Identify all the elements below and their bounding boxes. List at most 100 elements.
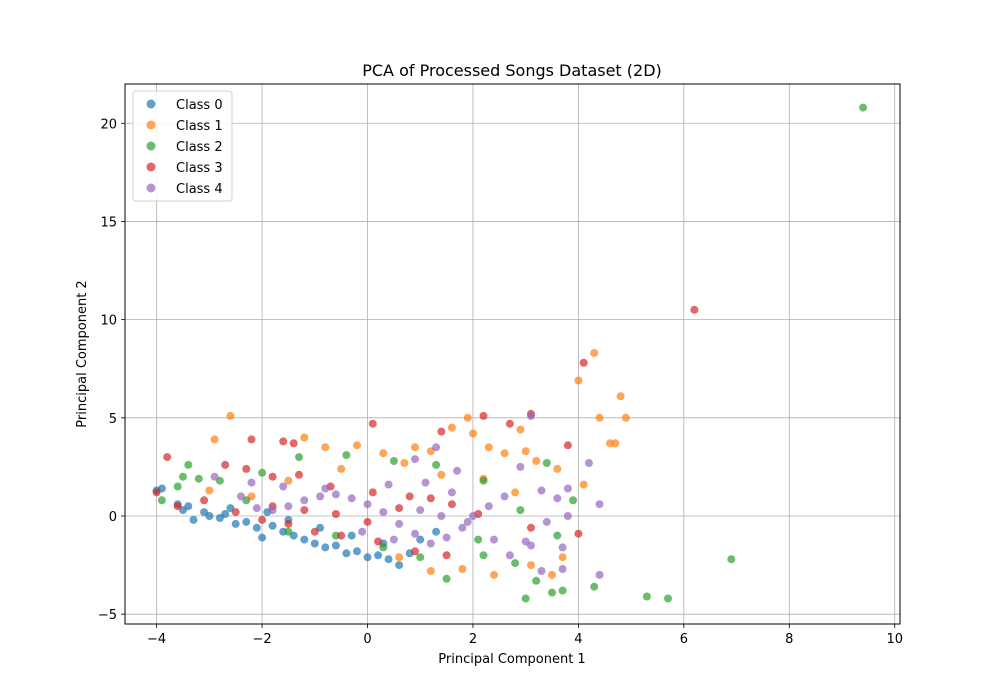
data-point [447, 423, 456, 432]
data-point [321, 543, 330, 552]
data-point [411, 529, 419, 538]
data-point [532, 457, 541, 465]
y-tick-label: −5 [98, 608, 117, 623]
x-tick-label: 0 [363, 632, 371, 647]
data-point [521, 447, 530, 456]
data-point [447, 500, 456, 509]
data-point [321, 443, 330, 452]
data-point [690, 305, 699, 314]
data-point [558, 543, 567, 552]
data-point [453, 466, 462, 475]
data-point [379, 449, 388, 458]
series-class-3 [152, 305, 699, 560]
data-point [379, 543, 388, 552]
legend-marker [146, 183, 156, 193]
legend-label: Class 2 [176, 140, 223, 155]
data-point [421, 478, 430, 487]
data-point [590, 349, 599, 357]
x-tick-label: 8 [785, 632, 793, 647]
data-point [490, 535, 498, 544]
x-tick-label: −2 [252, 632, 271, 647]
data-point [279, 437, 288, 446]
data-point [395, 504, 404, 513]
data-point [310, 527, 319, 536]
data-point [231, 519, 240, 528]
legend-marker [146, 120, 156, 130]
y-tick-label: 0 [109, 510, 117, 525]
data-point [363, 517, 372, 526]
y-tick-label: 10 [100, 314, 117, 329]
data-point [437, 427, 446, 436]
data-point [179, 472, 187, 481]
data-point [505, 419, 514, 428]
data-point [258, 533, 267, 542]
data-point [416, 553, 425, 562]
chart-title: PCA of Processed Songs Dataset (2D) [362, 61, 662, 80]
data-point [579, 358, 588, 367]
data-point [368, 419, 377, 428]
data-point [595, 413, 604, 422]
scatter-points [152, 103, 868, 603]
data-point [163, 453, 172, 462]
data-point [205, 486, 214, 495]
data-point [395, 561, 404, 570]
data-point [173, 482, 182, 491]
data-point [548, 588, 556, 597]
data-point [584, 459, 593, 467]
data-point [563, 484, 572, 493]
data-point [405, 492, 414, 501]
data-point [490, 570, 498, 579]
series-class-0 [152, 484, 441, 570]
axis-ticks: −4 −2 0 2 4 6 8 10 −5 0 5 10 15 20 [98, 117, 903, 647]
data-point [553, 494, 562, 503]
data-point [411, 455, 419, 464]
data-point [511, 559, 520, 568]
data-point [447, 488, 456, 497]
x-tick-label: 6 [680, 632, 688, 647]
data-point [611, 439, 620, 448]
legend-label: Class 3 [176, 161, 223, 176]
data-point [569, 496, 578, 505]
data-point [558, 565, 567, 573]
data-point [389, 535, 398, 544]
data-point [205, 512, 214, 520]
data-point [331, 510, 340, 518]
data-point [300, 433, 309, 442]
data-point [500, 492, 509, 501]
data-point [226, 411, 235, 420]
data-point [479, 411, 488, 420]
data-point [537, 567, 546, 575]
data-point [574, 376, 583, 385]
data-point [395, 553, 404, 562]
data-point [463, 517, 472, 526]
data-point [574, 529, 583, 538]
data-point [353, 441, 361, 450]
legend-marker [146, 162, 156, 172]
data-point [416, 535, 425, 544]
data-point [542, 517, 551, 526]
data-point [527, 411, 535, 420]
data-point [527, 523, 535, 532]
data-point [337, 464, 346, 473]
data-point [432, 443, 441, 452]
data-point [474, 535, 483, 544]
data-point [221, 510, 230, 518]
data-point [231, 508, 240, 517]
data-point [727, 555, 736, 564]
data-point [442, 574, 451, 583]
data-point [184, 460, 193, 469]
data-point [184, 502, 193, 511]
data-point [379, 508, 388, 517]
data-point [221, 460, 230, 469]
data-point [157, 496, 166, 505]
data-point [411, 547, 419, 556]
data-point [479, 476, 488, 485]
data-point [437, 470, 446, 479]
data-point [300, 506, 309, 515]
data-point [458, 565, 467, 573]
data-point [295, 453, 303, 462]
data-point [458, 523, 467, 532]
data-point [237, 492, 245, 501]
data-point [532, 576, 541, 585]
series-class-4 [210, 411, 604, 579]
